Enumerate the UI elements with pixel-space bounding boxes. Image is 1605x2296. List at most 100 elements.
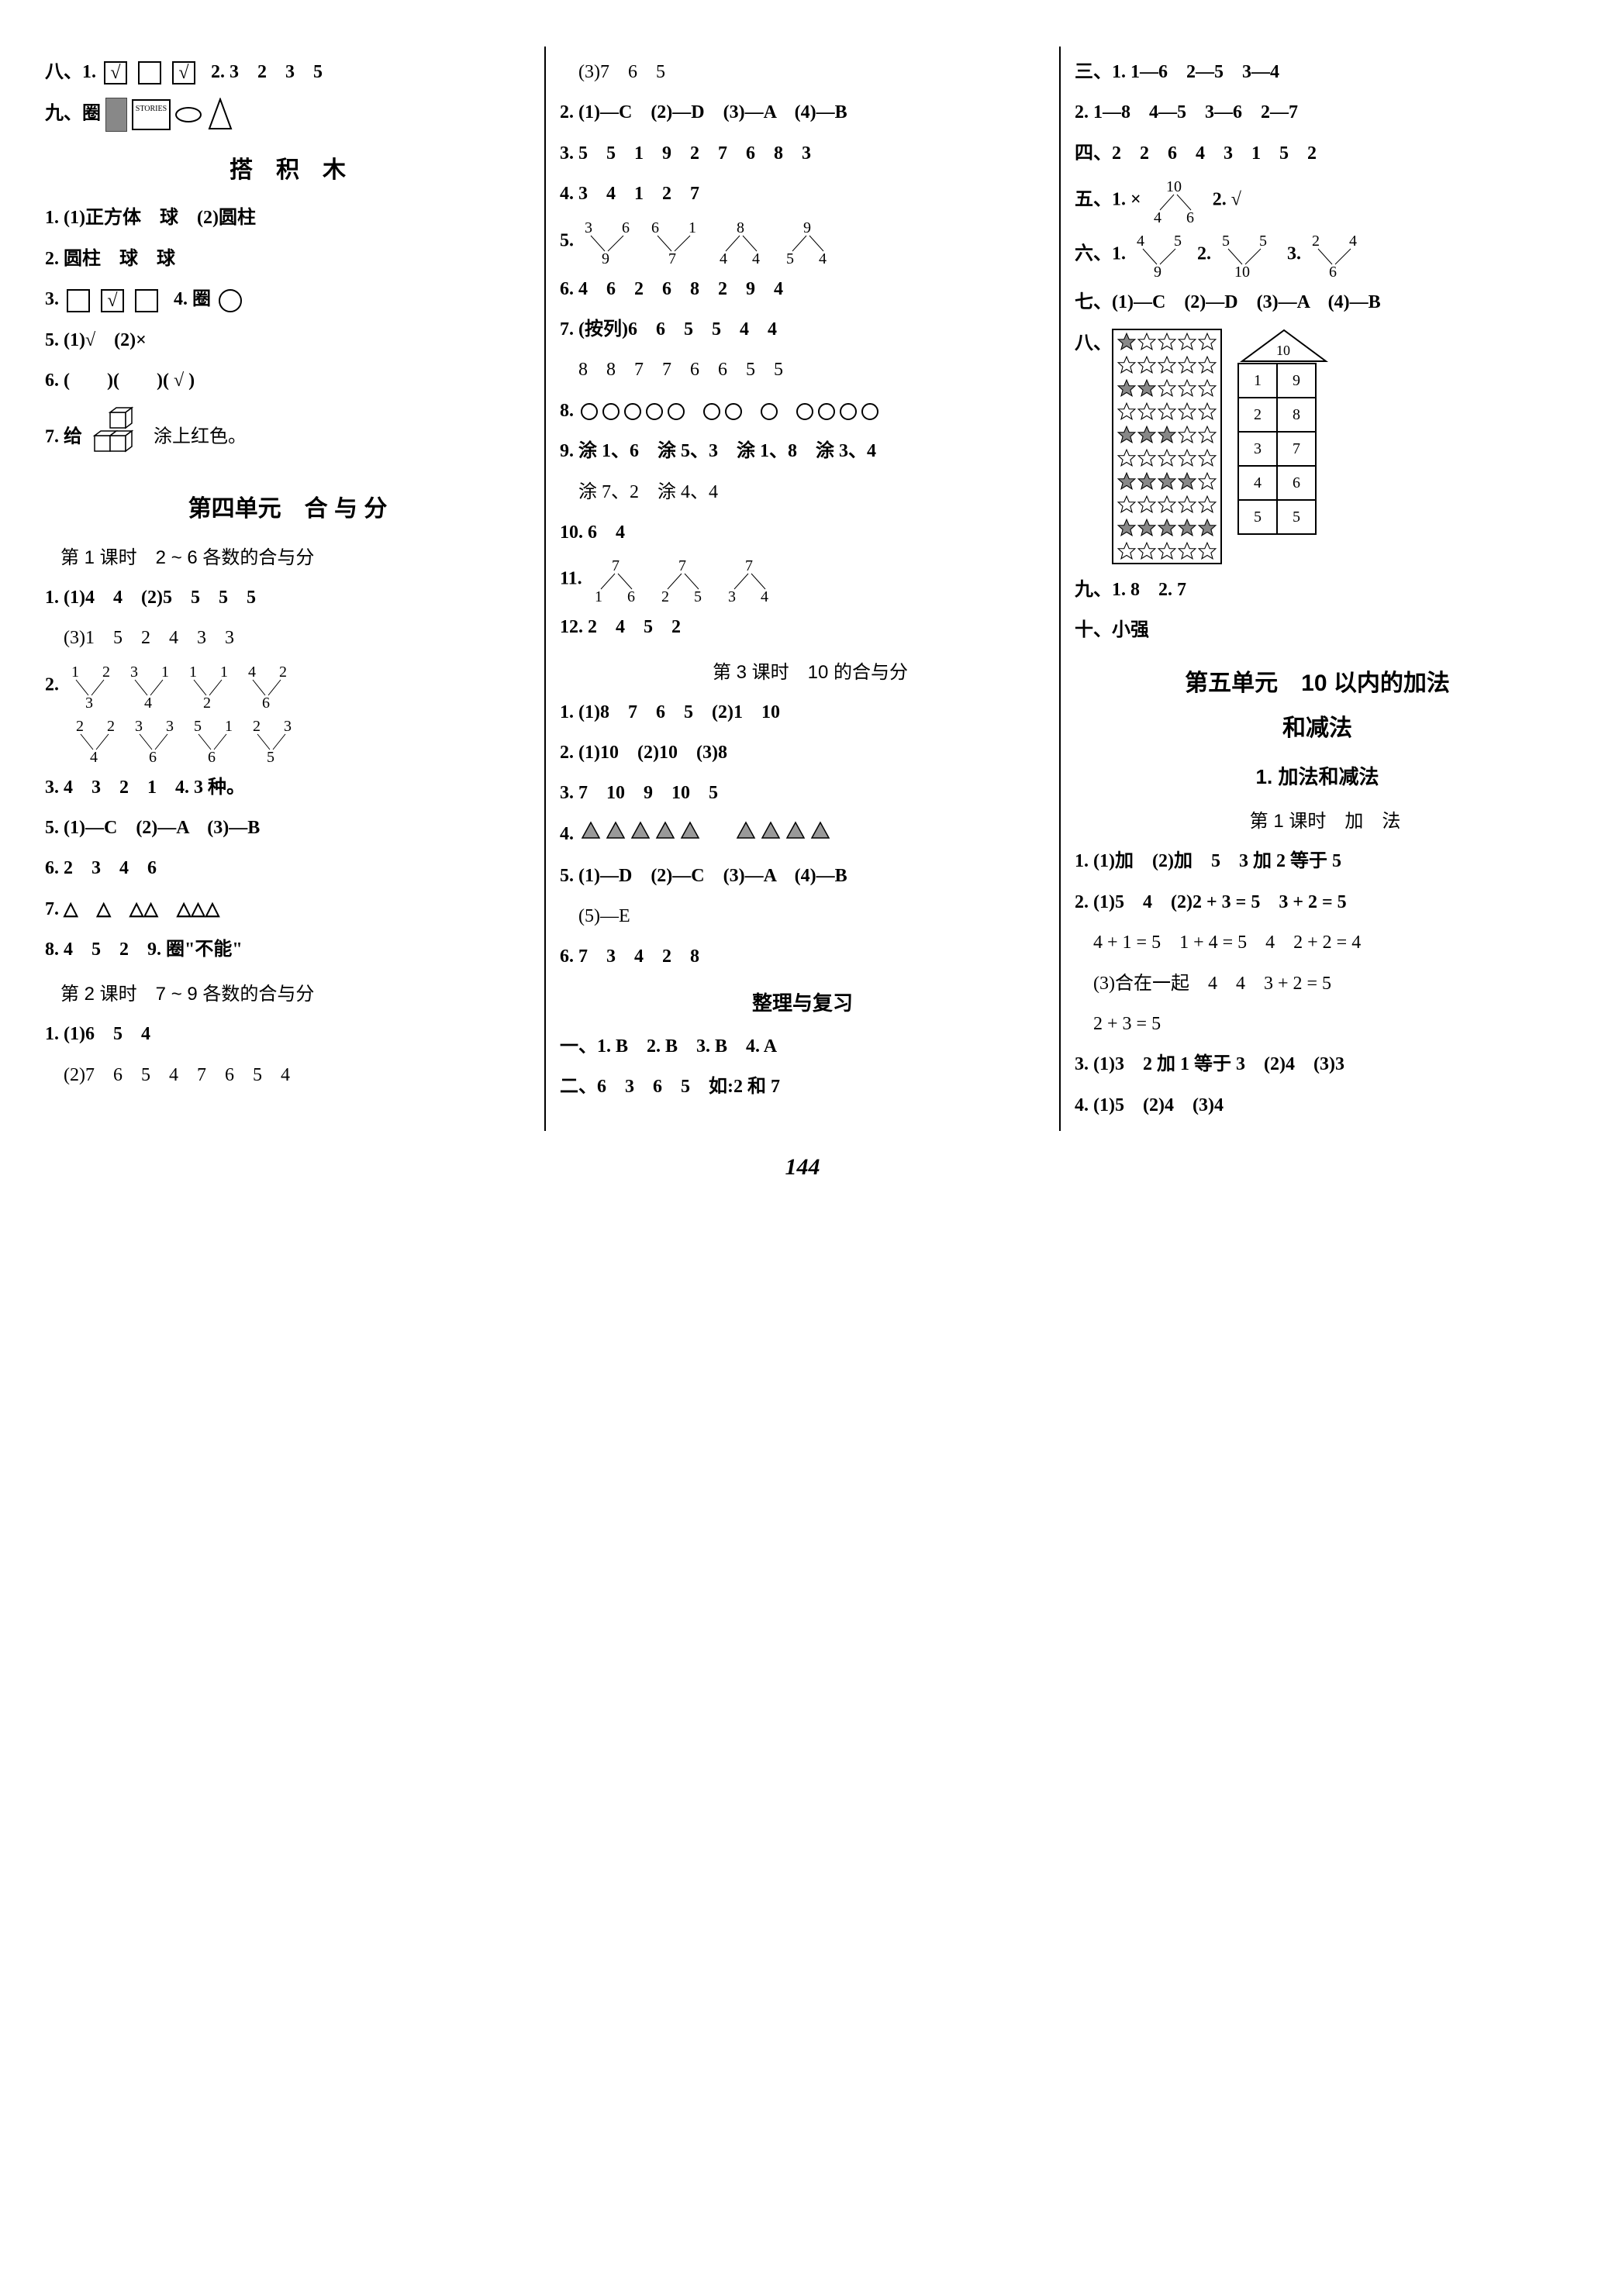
- c3-l5-mid1: 2.: [1197, 244, 1211, 264]
- f1: 459: [1130, 233, 1193, 277]
- c2-l2: 2. (1)—C (2)—D (3)—A (4)—B: [560, 98, 1045, 127]
- star-outline-icon: [1197, 355, 1217, 375]
- open-circle: [725, 403, 742, 420]
- c3-l13: (3)合在一起 4 4 3 + 2 = 5: [1075, 969, 1560, 998]
- star-outline-icon: [1157, 448, 1177, 468]
- svg-text:6: 6: [208, 749, 216, 762]
- c2-l1: (3)7 6 5: [560, 57, 1045, 87]
- c1-l11b: 224 336 516 235: [45, 719, 530, 762]
- svg-text:1: 1: [161, 664, 169, 681]
- c3-l5-mid2: 3.: [1287, 244, 1301, 264]
- svg-text:5: 5: [786, 250, 794, 264]
- star-outline-icon: [1197, 402, 1217, 422]
- star-outline-icon: [1117, 355, 1137, 375]
- star-grid: [1112, 329, 1222, 564]
- svg-text:7: 7: [668, 250, 676, 264]
- e2: 725: [654, 558, 716, 602]
- svg-text:9: 9: [1154, 264, 1161, 277]
- c1-l1-prefix: 八、1.: [45, 62, 96, 82]
- c1-l11-prefix: 2.: [45, 674, 59, 695]
- table-cell: 9: [1277, 364, 1316, 398]
- star-row: [1113, 516, 1220, 540]
- table-cell: 3: [1238, 432, 1277, 466]
- star-outline-icon: [1157, 332, 1177, 352]
- star-outline-icon: [1117, 495, 1137, 515]
- star-row: [1113, 330, 1220, 353]
- house-roof: 10: [1237, 329, 1331, 363]
- v6: 336: [127, 719, 181, 762]
- star-row: [1113, 423, 1220, 446]
- column-3: 三、1. 1—6 2—5 3—4 2. 1—8 4—5 3—6 2—7 四、2 …: [1059, 47, 1574, 1131]
- c2-l4: 4. 3 4 1 2 7: [560, 179, 1045, 209]
- star-outline-icon: [1197, 425, 1217, 445]
- c1-l5: 3. √ 4. 圈: [45, 284, 530, 314]
- svg-text:4: 4: [819, 250, 827, 264]
- c3-l14: 2 + 3 = 5: [1075, 1009, 1560, 1039]
- triangle-icon: [785, 820, 806, 850]
- c2-l12: 10. 6 4: [560, 518, 1045, 547]
- table-row: 37: [1238, 432, 1316, 466]
- c1-l3: 1. (1)正方体 球 (2)圆柱: [45, 203, 530, 233]
- c1-l10: (3)1 5 2 4 3 3: [45, 623, 530, 653]
- svg-text:4: 4: [248, 664, 256, 681]
- star-filled-icon: [1137, 425, 1157, 445]
- box-empty-2: [135, 289, 158, 312]
- lesson43-title: 第 3 课时 10 的合与分: [560, 657, 1045, 684]
- unit5a-title: 第五单元 10 以内的加法: [1075, 664, 1560, 698]
- star-outline-icon: [1177, 402, 1197, 422]
- star-filled-icon: [1177, 518, 1197, 538]
- star-outline-icon: [1157, 402, 1177, 422]
- star-outline-icon: [1197, 448, 1217, 468]
- book-icon: STORIES: [132, 99, 171, 130]
- box-checked: √: [101, 289, 124, 312]
- disc-icon: [175, 107, 202, 122]
- open-circle: [761, 403, 778, 420]
- svg-text:6: 6: [627, 588, 635, 602]
- v8: 235: [245, 719, 299, 762]
- svg-text:2: 2: [107, 719, 115, 735]
- c3-l9: 十、小强: [1075, 615, 1560, 645]
- table-cell: 8: [1277, 398, 1316, 432]
- star-outline-icon: [1157, 495, 1177, 515]
- checkbox-checked-2: √: [172, 61, 195, 84]
- open-circle: [703, 403, 720, 420]
- star-filled-icon: [1197, 518, 1217, 538]
- c3-l4-prefix: 五、1. ×: [1075, 190, 1141, 210]
- table-row: 46: [1238, 466, 1316, 500]
- c2-l9: 8.: [560, 396, 1045, 426]
- star-filled-icon: [1117, 378, 1137, 398]
- svg-text:9: 9: [803, 220, 811, 236]
- page-number: 144: [31, 1154, 1574, 1181]
- star-outline-icon: [1177, 448, 1197, 468]
- svg-text:1: 1: [71, 664, 79, 681]
- star-filled-icon: [1157, 471, 1177, 491]
- star-row: [1113, 540, 1220, 563]
- svg-text:2: 2: [76, 719, 84, 735]
- svg-text:1: 1: [689, 220, 696, 236]
- svg-text:7: 7: [612, 558, 620, 574]
- svg-text:2: 2: [661, 588, 669, 602]
- star-outline-icon: [1137, 402, 1157, 422]
- table-row: 55: [1238, 500, 1316, 534]
- svg-text:9: 9: [602, 250, 609, 264]
- star-filled-icon: [1157, 425, 1177, 445]
- c3-l7: 八、 10 1928374655: [1075, 329, 1560, 564]
- open-circle: [861, 403, 878, 420]
- star-filled-icon: [1117, 518, 1137, 538]
- triangles-row: [578, 824, 833, 844]
- c3-l5-prefix: 六、1.: [1075, 244, 1126, 264]
- c2-l7: 7. (按列)6 6 5 5 4 4: [560, 315, 1045, 344]
- triangle-icon: [580, 820, 602, 850]
- c1-l8-prefix: 7. 给: [45, 427, 82, 447]
- svg-text:5: 5: [1174, 233, 1182, 250]
- star-filled-icon: [1117, 471, 1137, 491]
- table-row: 19: [1238, 364, 1316, 398]
- star-outline-icon: [1157, 541, 1177, 561]
- star-outline-icon: [1117, 541, 1137, 561]
- house-diagram: 10 1928374655: [1237, 329, 1331, 535]
- svg-text:2: 2: [1312, 233, 1320, 250]
- c2-l18-prefix: 4.: [560, 824, 578, 844]
- svg-text:7: 7: [745, 558, 753, 574]
- circles-row: [578, 401, 881, 421]
- open-circle: [581, 403, 598, 420]
